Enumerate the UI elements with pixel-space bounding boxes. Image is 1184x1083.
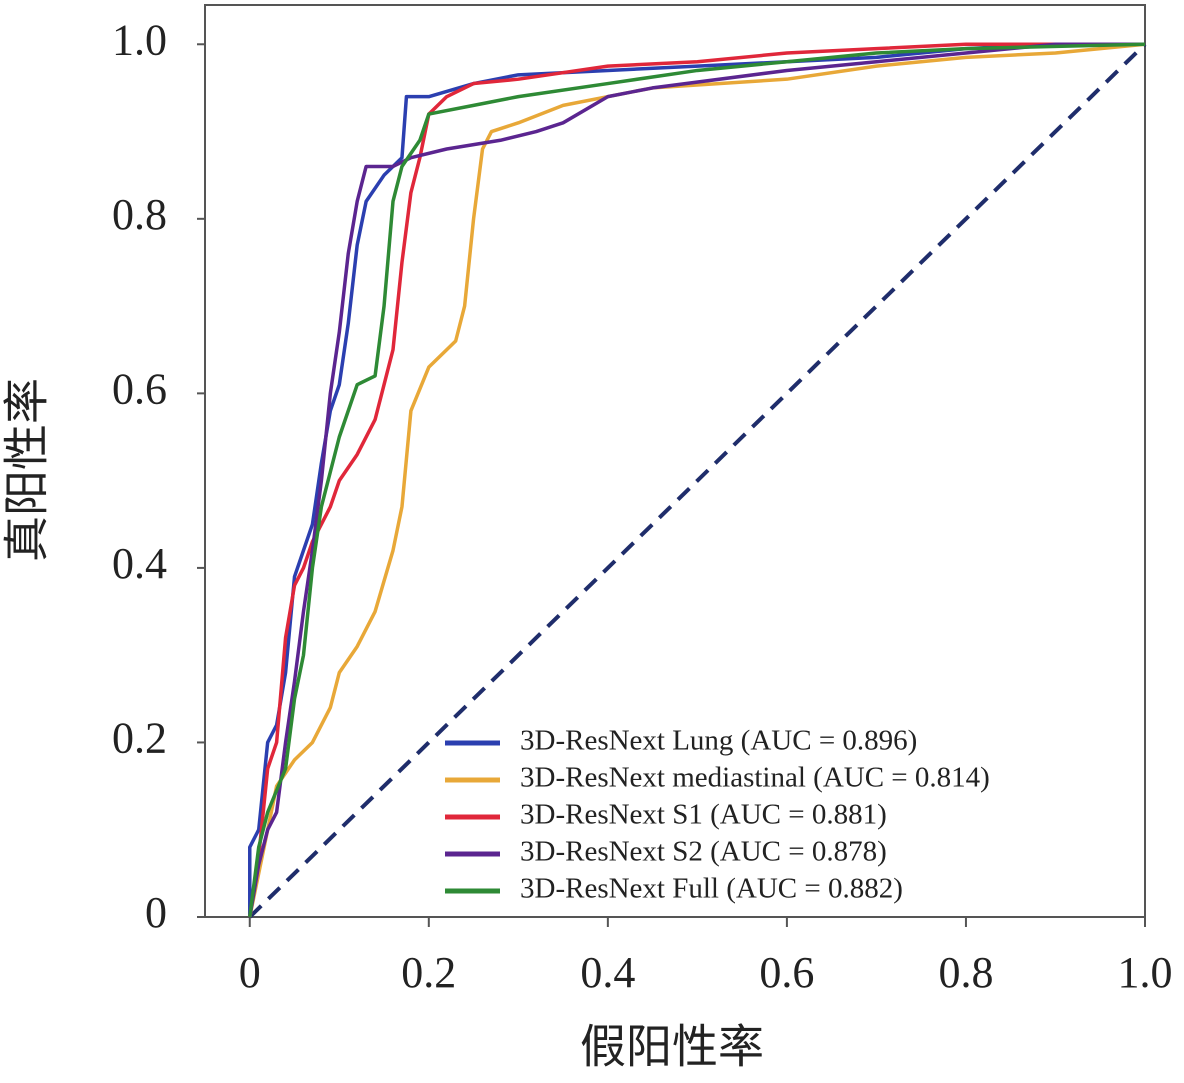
x-tick-label: 0.2 (401, 948, 456, 997)
y-tick-label: 0.2 (112, 714, 167, 763)
plot-frame (204, 4, 1146, 918)
legend-label: 3D-ResNext S2 (AUC = 0.878) (520, 836, 887, 868)
x-tick-label: 0 (239, 948, 261, 997)
x-axis-title: 假阳性率 (580, 1022, 764, 1073)
legend-label: 3D-ResNext mediastinal (AUC = 0.814) (520, 762, 990, 794)
y-axis-title: 真阳性率 (2, 378, 53, 562)
y-tick-label: 0.6 (112, 364, 167, 413)
y-tick-label: 0.8 (112, 190, 167, 239)
roc-line (248, 42, 1145, 918)
roc-line (248, 42, 1145, 918)
y-tick-label: 0.4 (112, 539, 167, 588)
legend-label: 3D-ResNext S1 (AUC = 0.881) (520, 799, 887, 831)
y-tick-label: 1.0 (112, 15, 167, 64)
x-tick-label: 0.4 (580, 948, 635, 997)
x-tick-label: 0.6 (759, 948, 814, 997)
x-tick-label: 1.0 (1118, 948, 1173, 997)
roc-line (248, 42, 1146, 918)
legend-label: 3D-ResNext Lung (AUC = 0.896) (520, 725, 917, 757)
roc-line (248, 42, 1146, 918)
x-tick-label: 0.8 (938, 948, 993, 997)
diagonal-line (248, 42, 1147, 919)
y-tick-label: 0 (145, 888, 167, 937)
legend-label: 3D-ResNext Full (AUC = 0.882) (520, 873, 903, 905)
